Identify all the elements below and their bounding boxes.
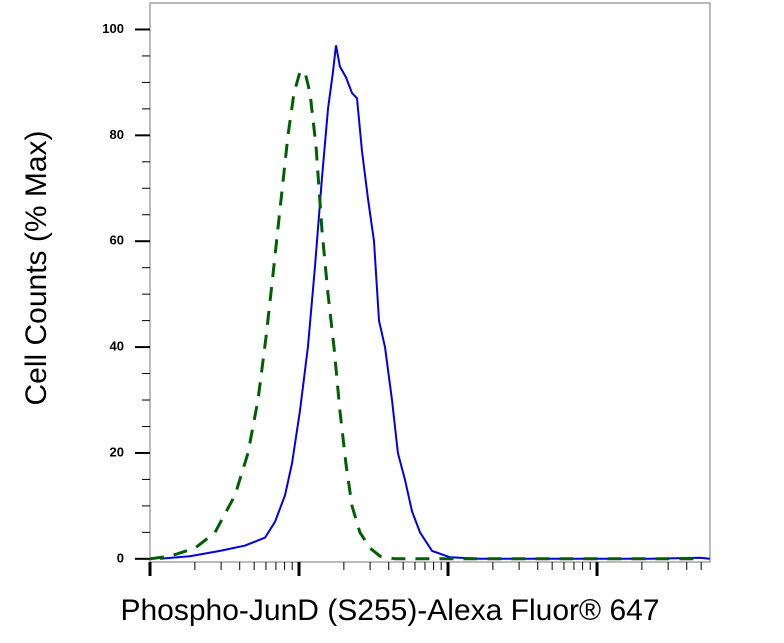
series-line xyxy=(149,70,700,561)
y-tick-label: 0 xyxy=(117,550,124,565)
y-tick-label: 100 xyxy=(102,21,124,36)
y-tick-label: 20 xyxy=(110,444,124,459)
x-axis-title: Phospho-JunD (S255)-Alexa Fluor® 647 xyxy=(120,594,659,627)
plot-frame xyxy=(149,2,711,563)
y-axis-title: Cell Counts (% Max) xyxy=(20,130,53,405)
y-tick-label: 80 xyxy=(110,127,124,142)
y-tick-label: 40 xyxy=(110,339,124,354)
y-tick-label: 60 xyxy=(110,233,124,248)
series-line xyxy=(159,45,710,560)
